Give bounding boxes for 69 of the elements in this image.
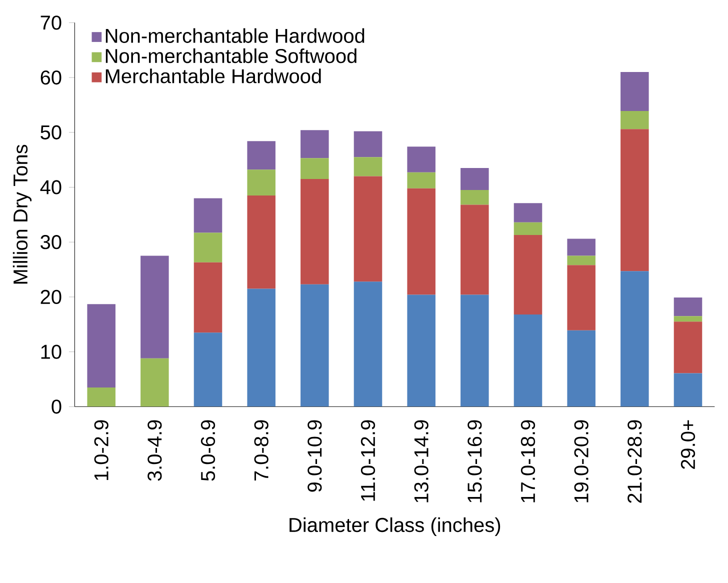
bar	[87, 388, 116, 407]
bar	[140, 358, 169, 407]
x-tick-label: 11.0-12.9	[360, 420, 376, 501]
bar	[247, 196, 276, 289]
bar	[460, 294, 489, 407]
bar	[194, 262, 222, 333]
bar	[460, 190, 489, 205]
bar	[247, 288, 276, 407]
bar	[460, 204, 489, 295]
y-tick-label: 40	[40, 180, 62, 194]
y-tick-label: 20	[40, 290, 62, 304]
x-tick-label: 21.0-28.9	[628, 420, 642, 503]
bar	[354, 282, 382, 407]
bar	[514, 314, 542, 407]
bar	[407, 188, 436, 295]
x-tick-label: 9.0-10.9	[308, 420, 322, 492]
bar	[194, 332, 222, 407]
x-tick-label: 17.0-18.9	[520, 420, 536, 502]
legend-label: Non-merchantable Softwood	[106, 48, 356, 64]
y-tick-label: 60	[40, 70, 62, 85]
y-tick-label: 10	[41, 344, 62, 360]
bar	[87, 304, 116, 388]
x-tick-label: 15.0-16.9	[468, 420, 482, 502]
legend-label: Merchantable Hardwood	[106, 68, 321, 84]
bar	[514, 203, 542, 223]
bar	[674, 373, 702, 407]
bar	[247, 170, 276, 196]
bar	[194, 232, 222, 263]
bar	[567, 330, 596, 407]
bar	[567, 238, 596, 256]
bar	[514, 222, 542, 236]
y-tick-label: 50	[40, 125, 62, 140]
bar	[674, 322, 702, 374]
x-tick-label: 7.0-8.9	[254, 420, 268, 481]
bar	[407, 146, 436, 173]
bar	[354, 157, 382, 176]
bar	[194, 198, 222, 233]
x-tick-label: 1.0-2.9	[94, 420, 108, 480]
x-tick-label: 29.0+	[680, 420, 696, 470]
bar	[567, 265, 596, 331]
y-axis-title: Million Dry Tons	[12, 145, 32, 284]
bar	[620, 111, 649, 130]
bar	[354, 131, 382, 158]
y-tick-label: 0	[52, 400, 62, 414]
bar	[140, 256, 169, 359]
bar	[620, 129, 649, 272]
x-tick-label: 19.0-20.9	[574, 420, 588, 502]
x-tick-label: 13.0-14.9	[414, 420, 428, 502]
bar	[674, 298, 702, 316]
bar	[354, 176, 382, 282]
x-tick-label: 3.0-4.9	[148, 420, 162, 481]
bar	[620, 271, 649, 407]
bar	[407, 294, 436, 407]
y-tick-label: 30	[40, 235, 62, 250]
y-tick-label: 70	[40, 16, 62, 30]
x-tick-label: 5.0-6.9	[200, 420, 216, 481]
bar	[620, 72, 649, 112]
bar	[300, 179, 329, 285]
bar	[247, 141, 276, 170]
bar	[674, 316, 702, 322]
bar	[300, 130, 329, 158]
bar	[514, 235, 542, 315]
x-axis-title: Diameter Class (inches)	[290, 518, 500, 536]
bar	[300, 158, 329, 180]
legend-label: Non-merchantable Hardwood	[106, 28, 364, 44]
bar	[460, 168, 489, 190]
bar	[300, 284, 329, 407]
bar	[567, 256, 596, 266]
bar	[407, 172, 436, 189]
